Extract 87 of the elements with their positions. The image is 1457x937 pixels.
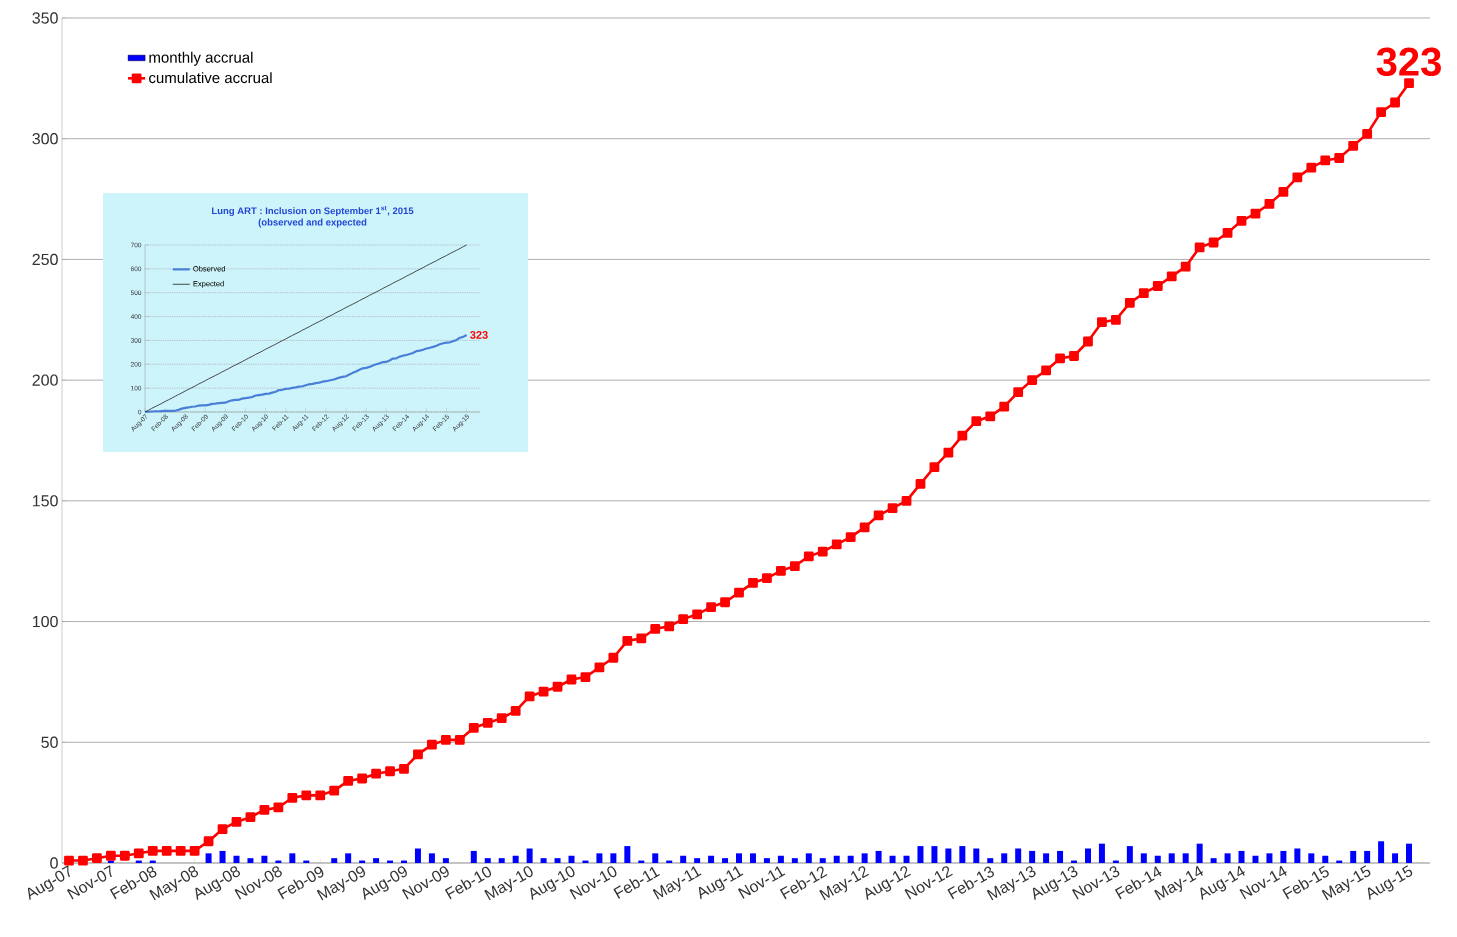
bar: [247, 858, 254, 863]
bar: [1252, 855, 1259, 863]
bar: [1210, 858, 1217, 863]
bar: [1168, 853, 1175, 863]
bar: [540, 858, 547, 863]
bar: [610, 853, 617, 863]
chart-title: Lung ART : Inclusion on September 1$^{st}$, 2015: [212, 205, 414, 217]
annotation: 323: [470, 331, 488, 339]
bar: [959, 846, 966, 863]
bar: [903, 855, 910, 863]
bar: [205, 853, 212, 863]
bar: [1126, 846, 1133, 863]
bar: [596, 853, 603, 863]
bar: [1084, 848, 1091, 863]
y-tick-label: 200: [32, 374, 58, 386]
bar: [945, 848, 952, 863]
bar: [791, 858, 798, 863]
bar: [1350, 850, 1357, 863]
bar: [1392, 853, 1399, 863]
bar: [331, 858, 338, 863]
chart-subtitle: (observed and expected: [258, 218, 367, 228]
bar: [1406, 843, 1413, 863]
bar: [1015, 848, 1022, 863]
bar: [1280, 850, 1287, 863]
bar: [1098, 843, 1105, 863]
bar: [1308, 853, 1315, 863]
bar: [526, 848, 533, 863]
bar: [219, 850, 226, 863]
bar: [736, 853, 742, 863]
bar: [428, 853, 435, 863]
bar: [931, 846, 938, 863]
bar: [345, 853, 352, 863]
bar: [1294, 848, 1301, 863]
y-tick-label: 250: [32, 253, 58, 266]
y-tick-label: 350: [32, 12, 58, 24]
bar: [261, 855, 268, 863]
bar: [1224, 853, 1231, 863]
y-tick-label: 300: [32, 133, 58, 145]
bar: [1196, 843, 1203, 863]
bar: [1322, 855, 1329, 863]
y-tick-label: 150: [33, 495, 58, 507]
legend-label: monthly accrual: [149, 51, 253, 66]
bar: [680, 855, 687, 863]
bar: [289, 853, 296, 863]
bar: [1154, 855, 1161, 863]
bar: [694, 858, 701, 863]
bar: [512, 855, 519, 863]
bar: [917, 846, 924, 863]
legend-label: cumulative accrual: [149, 72, 272, 84]
bar: [1182, 853, 1189, 863]
bar: [987, 858, 994, 863]
bar: [414, 848, 421, 863]
bar: [1364, 850, 1371, 863]
bar: [1378, 841, 1385, 863]
bar: [1266, 853, 1273, 863]
bar: [722, 858, 729, 863]
bar: [1043, 853, 1050, 863]
bar: [470, 850, 477, 863]
bar: [568, 855, 575, 863]
bar: [1140, 853, 1147, 863]
bar: [749, 853, 756, 863]
bar: [233, 855, 240, 863]
y-tick-label: 100: [33, 615, 58, 628]
bar: [484, 858, 491, 863]
bar: [373, 858, 380, 863]
bar: [819, 858, 826, 863]
bar: [777, 855, 784, 863]
bar: [708, 855, 715, 863]
bar: [875, 850, 882, 863]
bar: [442, 858, 449, 863]
y-tick-label: 50: [41, 736, 58, 748]
bar: [498, 858, 505, 863]
bar: [1057, 850, 1064, 863]
bar: [833, 855, 840, 863]
bar: [805, 853, 812, 863]
bar: [763, 858, 770, 863]
annotation: 323: [1376, 47, 1441, 76]
bar: [847, 855, 854, 863]
bar: [1238, 850, 1245, 863]
bar: [889, 855, 896, 863]
bar: [973, 848, 980, 863]
bar: [554, 858, 561, 863]
bar: [1029, 850, 1036, 863]
bar: [652, 853, 659, 863]
bar: [624, 846, 631, 863]
bar: [1001, 853, 1008, 863]
bar: [861, 853, 868, 863]
